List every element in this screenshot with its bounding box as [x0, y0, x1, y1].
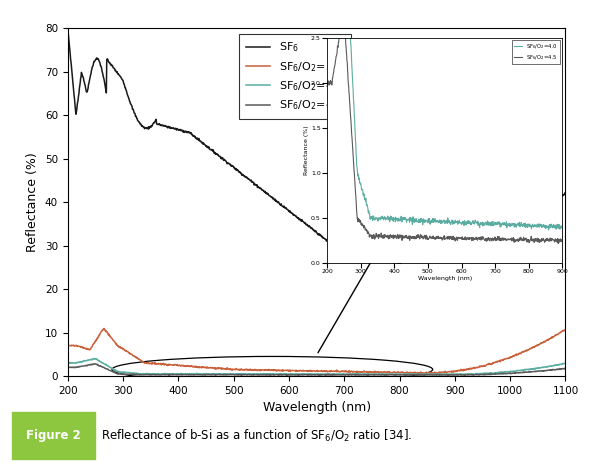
SF$_6$/O$_2$=4.5 [148, 372, 155, 377]
SF$_6$/O$_2$=4.0 [559, 225, 566, 230]
SF$_6$/O$_2$=4.0 [545, 227, 552, 233]
SF$_6$/O$_2$=3.5 [562, 327, 569, 332]
SF$_6$/O$_2$=4.5 [323, 80, 330, 86]
Line: SF$_6$: SF$_6$ [68, 27, 565, 263]
SF$_6$ [562, 190, 569, 196]
SF$_6$/O$_2$=4.5 [338, 23, 345, 29]
SF$_6$/O$_2$=3.5 [131, 353, 138, 359]
SF$_6$ [232, 166, 239, 172]
SF$_6$/O$_2$=4.0 [474, 219, 481, 225]
Legend: SF$_6$, SF$_6$/O$_2$=3.5, SF$_6$/O$_2$=4.0, SF$_6$/O$_2$=4.5: SF$_6$, SF$_6$/O$_2$=3.5, SF$_6$/O$_2$=4… [239, 34, 351, 119]
SF$_6$/O$_2$=4.0 [527, 224, 534, 230]
SF$_6$/O$_2$=4.0 [148, 371, 155, 376]
SF$_6$/O$_2$=4.5 [131, 372, 138, 377]
SF$_6$/O$_2$=4.0 [461, 223, 468, 228]
SF$_6$/O$_2$=4.5 [559, 239, 566, 244]
SF$_6$/O$_2$=3.5 [326, 368, 333, 374]
SF$_6$/O$_2$=3.5 [336, 369, 343, 375]
SF$_6$/O$_2$=4.5 [340, 8, 348, 14]
SF$_6$/O$_2$=4.5 [555, 241, 562, 246]
SF$_6$/O$_2$=4.0 [466, 221, 474, 227]
SF$_6$/O$_2$=4.5 [474, 236, 481, 242]
SF$_6$/O$_2$=4.5 [64, 364, 71, 370]
X-axis label: Wavelength (nm): Wavelength (nm) [263, 401, 370, 414]
SF$_6$ [64, 24, 71, 30]
SF$_6$/O$_2$=4.0 [280, 371, 287, 377]
X-axis label: Wavelength (nm): Wavelength (nm) [418, 276, 472, 281]
SF$_6$/O$_2$=4.5 [502, 237, 509, 243]
Line: SF$_6$/O$_2$=4.5: SF$_6$/O$_2$=4.5 [68, 364, 565, 376]
SF$_6$/O$_2$=3.5 [148, 360, 155, 366]
SF$_6$/O$_2$=4.5 [232, 372, 239, 378]
SF$_6$/O$_2$=3.5 [64, 343, 71, 349]
Text: Figure 2: Figure 2 [26, 429, 81, 442]
SF$_6$ [130, 108, 137, 114]
SF$_6$ [336, 248, 343, 253]
SF$_6$/O$_2$=4.5 [336, 372, 343, 378]
SF$_6$ [397, 260, 404, 266]
SF$_6$/O$_2$=4.5 [419, 373, 426, 378]
Y-axis label: Reflectance (%): Reflectance (%) [305, 125, 309, 175]
SF$_6$/O$_2$=4.0 [336, 371, 343, 377]
SF$_6$/O$_2$=3.5 [421, 371, 428, 377]
Line: SF$_6$/O$_2$=4.5: SF$_6$/O$_2$=4.5 [327, 11, 562, 243]
SF$_6$/O$_2$=3.5 [100, 326, 107, 331]
SF$_6$/O$_2$=4.5 [527, 237, 534, 243]
SF$_6$ [326, 240, 333, 245]
SF$_6$/O$_2$=3.5 [280, 368, 287, 374]
SF$_6$/O$_2$=4.5 [466, 235, 474, 241]
SF$_6$/O$_2$=4.0 [455, 372, 462, 378]
SF$_6$/O$_2$=4.5 [91, 361, 98, 367]
SF$_6$/O$_2$=4.0 [131, 370, 138, 376]
Text: Reflectance of b-Si as a function of SF$_6$/O$_2$ ratio [34].: Reflectance of b-Si as a function of SF$… [101, 428, 412, 444]
SF$_6$/O$_2$=4.0 [232, 371, 239, 376]
Line: SF$_6$/O$_2$=4.0: SF$_6$/O$_2$=4.0 [327, 0, 562, 230]
SF$_6$/O$_2$=4.5 [326, 372, 333, 378]
SF$_6$/O$_2$=4.0 [562, 360, 569, 366]
SF$_6$/O$_2$=4.5 [461, 237, 468, 243]
SF$_6$ [280, 204, 287, 210]
SF$_6$/O$_2$=4.0 [326, 371, 333, 377]
SF$_6$/O$_2$=4.0 [64, 360, 71, 366]
SF$_6$/O$_2$=4.5 [280, 372, 287, 377]
FancyBboxPatch shape [12, 413, 95, 459]
SF$_6$/O$_2$=4.0 [90, 356, 97, 361]
Y-axis label: Reflectance (%): Reflectance (%) [27, 152, 39, 252]
SF$_6$ [148, 124, 155, 129]
Line: SF$_6$/O$_2$=3.5: SF$_6$/O$_2$=3.5 [68, 329, 565, 374]
SF$_6$/O$_2$=4.0 [502, 221, 509, 227]
Legend: SF$_6$/O$_2$=4.0, SF$_6$/O$_2$=4.5: SF$_6$/O$_2$=4.0, SF$_6$/O$_2$=4.5 [512, 40, 560, 63]
Line: SF$_6$/O$_2$=4.0: SF$_6$/O$_2$=4.0 [68, 359, 565, 375]
SF$_6$/O$_2$=4.5 [562, 366, 569, 371]
SF$_6$/O$_2$=3.5 [232, 367, 239, 372]
